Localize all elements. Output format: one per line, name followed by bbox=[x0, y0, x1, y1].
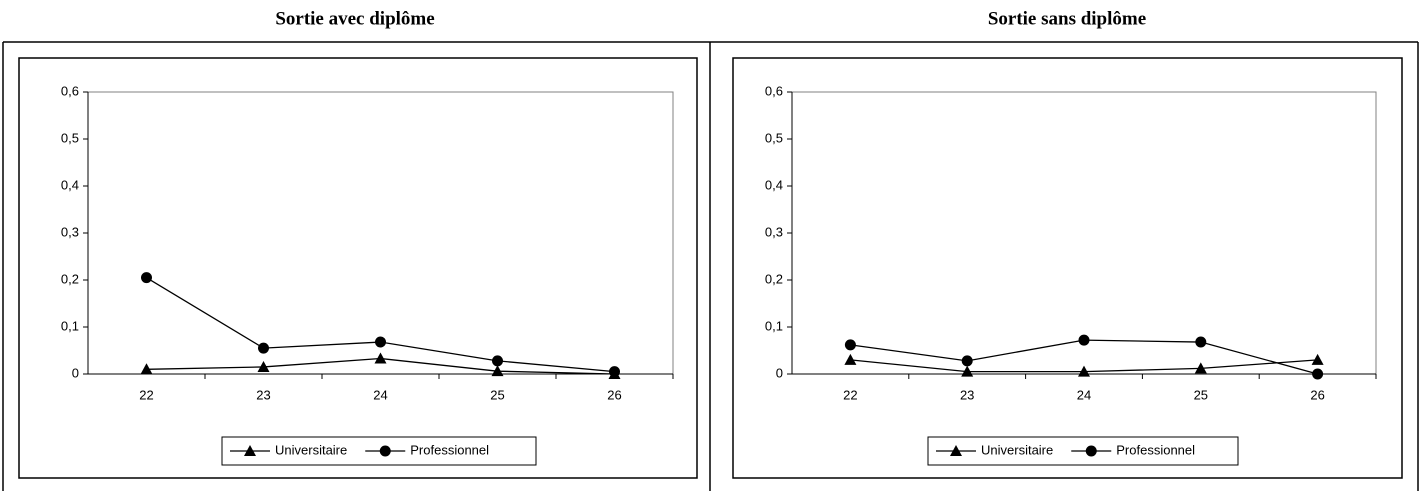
x-tick-label: 24 bbox=[1077, 387, 1091, 402]
y-tick-label: 0,5 bbox=[61, 130, 79, 145]
y-tick-label: 0,4 bbox=[61, 177, 79, 192]
chart-title: Sortie sans diplôme bbox=[988, 8, 1146, 29]
outer-frame bbox=[2, 41, 1419, 491]
legend-marker bbox=[950, 445, 962, 456]
legend-label: Universitaire bbox=[275, 442, 347, 457]
y-tick-label: 0,6 bbox=[61, 83, 79, 98]
legend-label: Universitaire bbox=[981, 442, 1053, 457]
marker-circle bbox=[375, 336, 386, 348]
marker-triangle bbox=[961, 365, 974, 377]
y-tick-label: 0,3 bbox=[61, 224, 79, 239]
y-tick-label: 0 bbox=[776, 365, 783, 380]
marker-triangle bbox=[374, 352, 387, 364]
marker-triangle bbox=[1078, 365, 1090, 377]
x-tick-label: 25 bbox=[490, 387, 504, 402]
chart-frame bbox=[732, 57, 1403, 479]
marker-triangle bbox=[1194, 362, 1207, 374]
marker-circle bbox=[844, 339, 856, 351]
y-tick-label: 0,1 bbox=[765, 318, 783, 333]
x-tick-label: 23 bbox=[960, 387, 974, 402]
y-tick-label: 0,5 bbox=[765, 130, 783, 145]
marker-circle bbox=[1195, 336, 1207, 348]
marker-circle bbox=[258, 342, 269, 354]
marker-circle bbox=[609, 366, 620, 378]
marker-triangle bbox=[844, 353, 857, 365]
y-tick-label: 0 bbox=[72, 365, 79, 380]
x-tick-label: 22 bbox=[843, 387, 857, 402]
x-tick-label: 24 bbox=[373, 387, 387, 402]
x-tick-label: 23 bbox=[256, 387, 270, 402]
x-tick-label: 25 bbox=[1194, 387, 1208, 402]
plot-border bbox=[791, 91, 1377, 375]
y-tick-label: 0,2 bbox=[61, 271, 79, 286]
marker-triangle bbox=[257, 360, 270, 372]
x-tick-label: 26 bbox=[1310, 387, 1324, 402]
chart-frame bbox=[18, 57, 698, 479]
legend-label: Professionnel bbox=[1116, 442, 1195, 457]
x-tick-label: 22 bbox=[139, 387, 153, 402]
y-tick-label: 0,6 bbox=[765, 83, 783, 98]
legend-marker bbox=[244, 445, 256, 456]
marker-triangle bbox=[1311, 353, 1324, 365]
y-tick-label: 0,3 bbox=[765, 224, 783, 239]
legend-marker bbox=[379, 445, 391, 457]
x-tick-label: 26 bbox=[607, 387, 621, 402]
marker-triangle bbox=[140, 363, 153, 375]
legend-label: Professionnel bbox=[410, 442, 489, 457]
y-tick-label: 0,4 bbox=[765, 177, 783, 192]
y-tick-label: 0,1 bbox=[61, 318, 79, 333]
marker-circle bbox=[961, 355, 973, 367]
marker-circle bbox=[1312, 368, 1324, 380]
marker-circle bbox=[1078, 334, 1090, 346]
y-tick-label: 0,2 bbox=[765, 271, 783, 286]
marker-circle bbox=[141, 272, 152, 284]
legend-marker bbox=[1085, 445, 1097, 457]
marker-circle bbox=[492, 355, 503, 367]
marker-triangle bbox=[491, 365, 504, 377]
plot-border bbox=[87, 91, 674, 375]
chart-title: Sortie avec diplôme bbox=[275, 8, 434, 29]
